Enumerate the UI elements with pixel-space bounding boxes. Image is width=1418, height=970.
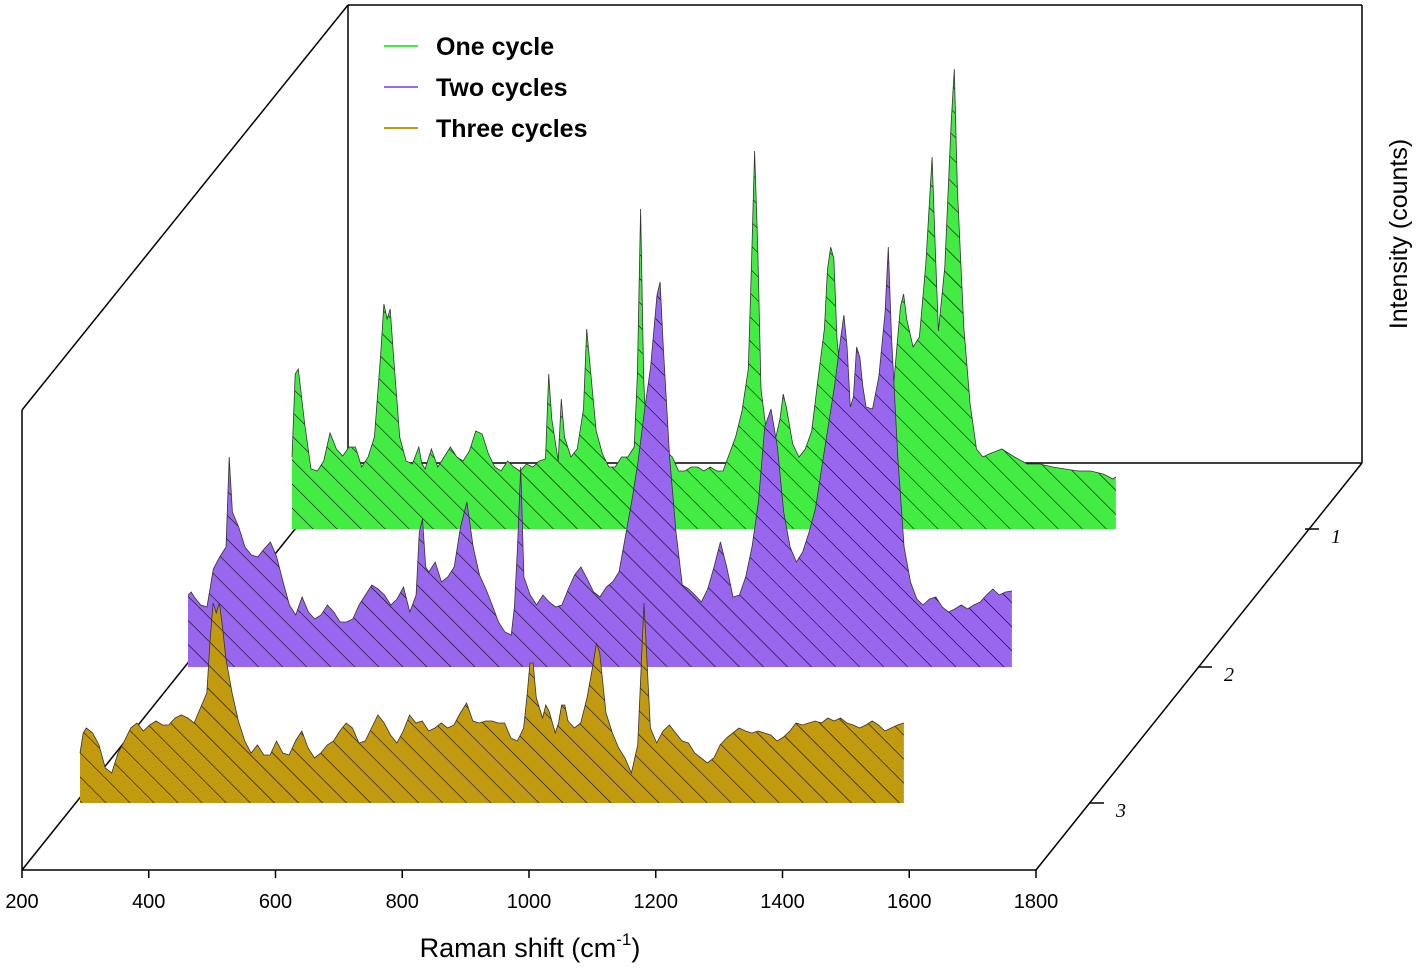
- x-tick-label-800: 800: [386, 891, 419, 913]
- series-outline: [187, 246, 1012, 636]
- depth-tick-label-1: 1: [1331, 526, 1341, 548]
- x-tick-label-400: 400: [132, 891, 165, 913]
- depth-tick-label-3: 3: [1115, 800, 1126, 822]
- series-layer: [79, 68, 1117, 803]
- x-tick-label-1000: 1000: [507, 891, 552, 913]
- x-axis-label: Raman shift (cm-1): [420, 930, 641, 963]
- left-floor-diagonal: [21, 462, 349, 871]
- series-three-cycles: [79, 602, 905, 803]
- legend-item-three-cycles: Three cycles: [384, 115, 588, 143]
- depth-axis: 1 2 3: [1090, 526, 1341, 822]
- legend-label: One cycle: [436, 33, 554, 61]
- legend-label: Two cycles: [436, 74, 568, 102]
- series-outline: [291, 68, 1117, 480]
- series-hatch: [292, 69, 1116, 529]
- legend: One cycle Two cycles Three cycles: [384, 33, 588, 143]
- x-tick-label-1800: 1800: [1014, 891, 1059, 913]
- series-outline: [79, 602, 905, 775]
- x-tick-label-600: 600: [259, 891, 292, 913]
- legend-label: Three cycles: [436, 115, 588, 143]
- x-tick-label-1400: 1400: [760, 891, 805, 913]
- left-top-diagonal: [21, 4, 349, 411]
- series-two-cycles: [187, 246, 1012, 667]
- legend-item-one-cycle: One cycle: [384, 33, 554, 61]
- x-tick-label-1200: 1200: [634, 891, 679, 913]
- y-axis-label: Intensity (counts): [1385, 139, 1413, 329]
- x-tick-label-200: 200: [5, 891, 38, 913]
- depth-tick-label-2: 2: [1224, 664, 1234, 686]
- x-tick-label-1600: 1600: [887, 891, 932, 913]
- series-one-cycle: [291, 68, 1117, 529]
- legend-item-two-cycles: Two cycles: [384, 74, 568, 102]
- series-hatch: [188, 247, 1012, 667]
- x-axis: 200 400 600 800 1000 1200 1400 1600 1800: [5, 870, 1058, 913]
- series-hatch: [80, 603, 904, 803]
